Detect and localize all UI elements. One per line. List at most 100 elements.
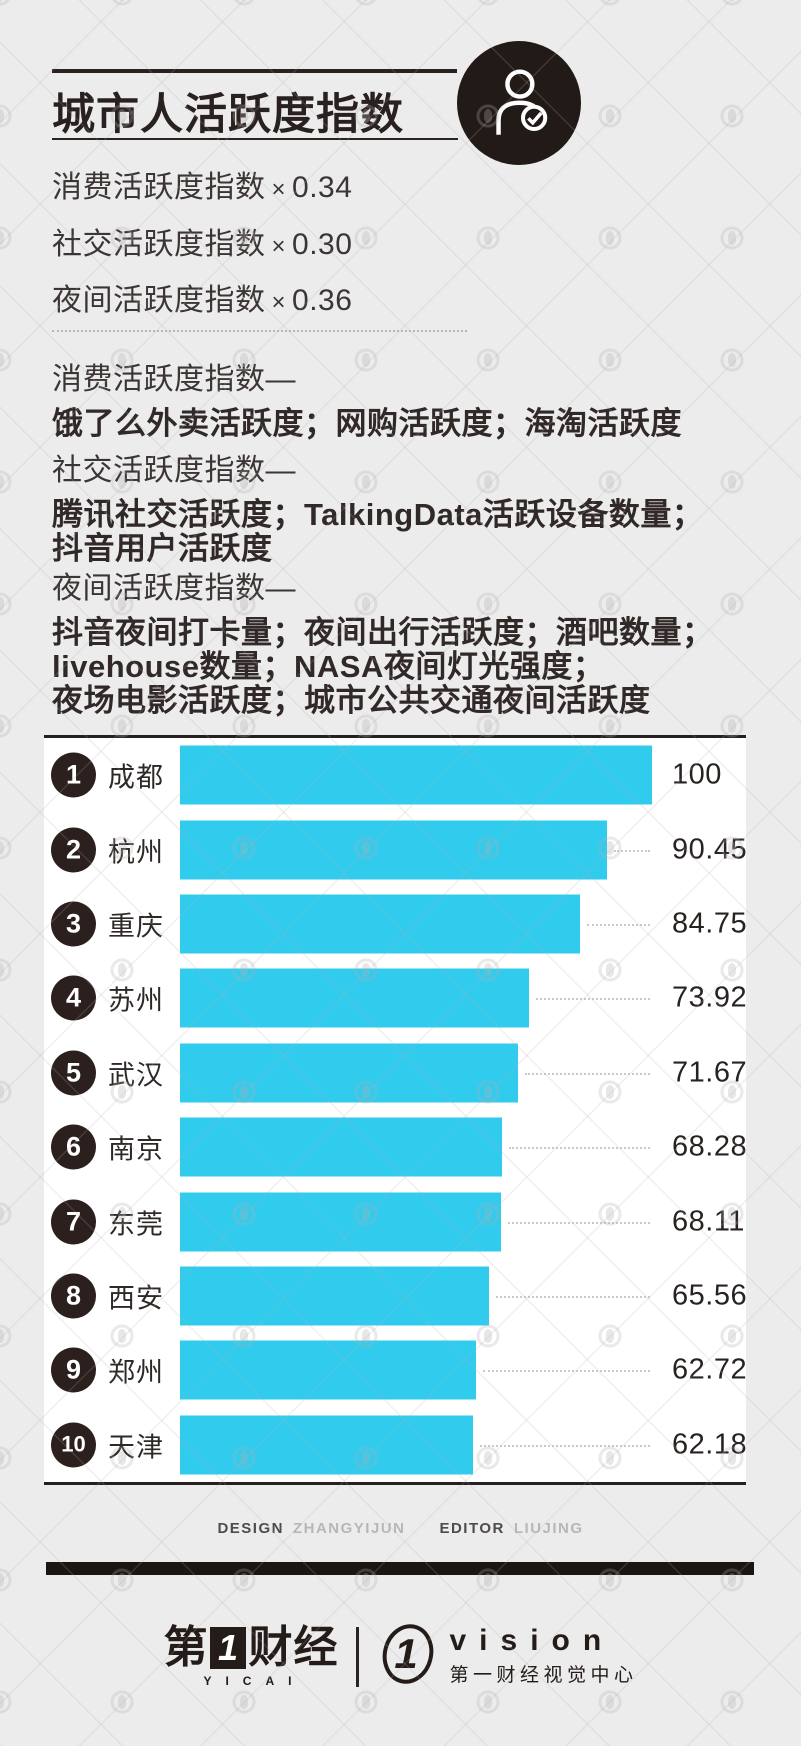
dotted-divider xyxy=(52,330,467,332)
chart-row: 8 西安 65.56 xyxy=(44,1259,748,1333)
chart-row: 6 南京 68.28 xyxy=(44,1110,748,1184)
section-detail: 饿了么外卖活跃度；网购活跃度；海淘活跃度 xyxy=(52,406,682,441)
rank-badge: 3 xyxy=(51,901,96,947)
chart-row: 10 天津 62.18 xyxy=(44,1408,748,1482)
leader-dotted-line xyxy=(483,1370,650,1373)
chart-row: 2 杭州 90.45 xyxy=(44,812,748,886)
weight-formula-consumption: 消费活跃度指数 × 0.34 xyxy=(52,162,352,206)
section-detail: 腾讯社交活跃度；TalkingData活跃设备数量； 抖音用户活跃度 xyxy=(52,497,704,566)
city-label: 南京 xyxy=(108,1134,164,1165)
editor-name: LIUJING xyxy=(513,1520,584,1537)
chart-row: 5 武汉 71.67 xyxy=(44,1036,748,1110)
rank-badge: 7 xyxy=(51,1199,96,1245)
design-name: ZHANGYIJUN xyxy=(292,1520,406,1537)
rank-badge: 8 xyxy=(51,1273,96,1319)
chart-row: 1 成都 100 xyxy=(44,738,746,812)
yicai-en-label: YICAI xyxy=(203,1673,306,1688)
section-consumption: 消费活跃度指数— 饿了么外卖活跃度；网购活跃度；海淘活跃度 xyxy=(52,354,752,441)
rank-badge: 2 xyxy=(51,827,96,873)
title-bottom-rule xyxy=(52,138,458,140)
value-bar xyxy=(180,1117,503,1177)
rank-badge: 9 xyxy=(51,1347,96,1393)
city-label: 东莞 xyxy=(108,1209,164,1240)
city-label: 郑州 xyxy=(108,1357,164,1388)
multiply-sign: × xyxy=(271,233,287,260)
value-bar xyxy=(180,1415,474,1475)
value-bar xyxy=(180,894,581,954)
weight-formula-night: 夜间活跃度指数 × 0.36 xyxy=(52,275,352,319)
yicai-logo: 第 1 财经 YICAI xyxy=(163,1622,338,1688)
yicai-one-mark: 1 xyxy=(210,1626,247,1669)
city-label: 成都 xyxy=(108,762,164,793)
section-night: 夜间活跃度指数— 抖音夜间打卡量；夜间出行活跃度；酒吧数量； livehouse… xyxy=(52,563,752,718)
weight-value: 0.30 xyxy=(292,228,353,261)
section-detail: 抖音夜间打卡量；夜间出行活跃度；酒吧数量； livehouse数量；NASA夜间… xyxy=(52,615,714,718)
value-label: 62.72 xyxy=(672,1353,748,1386)
leader-dotted-line xyxy=(613,849,650,852)
multiply-sign: × xyxy=(271,176,287,203)
svg-text:1: 1 xyxy=(395,1630,418,1677)
weight-value: 0.34 xyxy=(292,171,353,204)
city-label: 重庆 xyxy=(108,911,164,942)
city-label: 武汉 xyxy=(108,1060,164,1091)
section-social: 社交活跃度指数— 腾讯社交活跃度；TalkingData活跃设备数量； 抖音用户… xyxy=(52,445,752,566)
editor-label: EDITOR xyxy=(439,1520,505,1537)
value-label: 73.92 xyxy=(672,981,748,1014)
city-label: 杭州 xyxy=(108,837,164,868)
title-top-rule xyxy=(52,69,457,73)
person-check-icon xyxy=(487,65,551,142)
leader-dotted-line xyxy=(509,1147,650,1150)
weight-label: 消费活跃度指数 xyxy=(52,171,266,204)
rank-badge: 10 xyxy=(51,1422,96,1468)
editor-credit: EDITOR LIUJING xyxy=(439,1520,583,1537)
city-label: 西安 xyxy=(108,1283,164,1314)
bar-chart-panel: 1 成都 100 2 杭州 90.45 3 重庆 84.75 4 苏州 73.9… xyxy=(44,735,748,1485)
vision-cn-label: 第一财经视觉中心 xyxy=(449,1665,638,1686)
vision-logo: 1 vision 第一财经视觉中心 xyxy=(377,1620,637,1693)
rank-badge: 1 xyxy=(51,752,96,798)
weight-label: 社交活跃度指数 xyxy=(52,228,266,261)
chart-row: 7 东莞 68.11 xyxy=(44,1184,746,1258)
value-bar xyxy=(180,1043,519,1103)
weight-formula-social: 社交活跃度指数 × 0.30 xyxy=(52,219,352,263)
vision-en-label: vision xyxy=(449,1624,615,1657)
brand-divider xyxy=(356,1626,360,1687)
leader-dotted-line xyxy=(508,1221,650,1224)
value-bar xyxy=(180,1192,502,1252)
page-title: 城市人活跃度指数 xyxy=(52,91,404,139)
value-label: 68.28 xyxy=(672,1130,748,1163)
value-label: 65.56 xyxy=(672,1279,748,1312)
value-bar xyxy=(180,745,652,805)
value-label: 84.75 xyxy=(672,907,748,940)
value-label: 68.11 xyxy=(672,1205,745,1238)
credits-line: DESIGN ZHANGYIJUN EDITOR LIUJING xyxy=(0,1520,801,1537)
design-credit: DESIGN ZHANGYIJUN xyxy=(217,1520,405,1537)
vision-text-block: vision 第一财经视觉中心 xyxy=(449,1626,637,1687)
yicai-cn-prefix: 第 xyxy=(163,1622,209,1672)
value-label: 100 xyxy=(672,758,722,791)
value-label: 71.67 xyxy=(672,1056,748,1089)
multiply-sign: × xyxy=(271,289,287,316)
chart-row: 3 重庆 84.75 xyxy=(44,887,748,961)
section-heading: 消费活跃度指数— xyxy=(52,363,296,396)
value-label: 90.45 xyxy=(672,833,748,866)
section-heading: 夜间活跃度指数— xyxy=(52,572,296,605)
weight-label: 夜间活跃度指数 xyxy=(52,284,266,317)
leader-dotted-line xyxy=(535,998,650,1001)
rank-badge: 5 xyxy=(51,1050,96,1096)
design-label: DESIGN xyxy=(217,1520,284,1537)
leader-dotted-line xyxy=(587,923,650,926)
footer-divider-bar xyxy=(46,1562,754,1575)
section-heading: 社交活跃度指数— xyxy=(52,454,296,487)
branding-row: 第 1 财经 YICAI 1 vision 第一财经视觉中心 xyxy=(0,1620,801,1693)
title-icon-circle xyxy=(457,41,581,165)
value-label: 62.18 xyxy=(672,1428,748,1461)
yicai-logotype: 第 1 财经 xyxy=(163,1622,338,1672)
leader-dotted-line xyxy=(525,1072,650,1075)
rank-badge: 4 xyxy=(51,975,96,1021)
value-bar xyxy=(180,1266,490,1326)
city-label: 天津 xyxy=(108,1432,164,1463)
weight-value: 0.36 xyxy=(292,284,353,317)
rank-badge: 6 xyxy=(51,1124,96,1170)
